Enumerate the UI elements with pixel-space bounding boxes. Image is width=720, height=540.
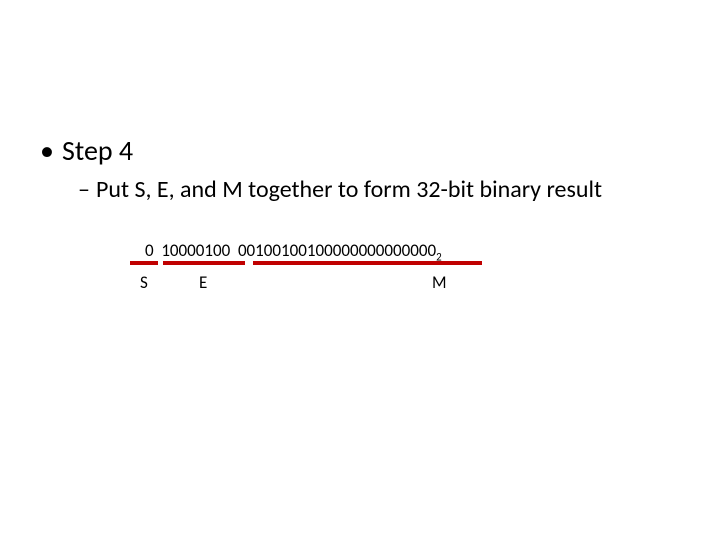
label-sign: S xyxy=(140,272,148,293)
underline-sign xyxy=(130,261,158,265)
lvl2-marker: – xyxy=(78,176,96,205)
binary-exponent: 10000100 xyxy=(161,240,230,261)
lvl1-marker: • xyxy=(40,133,62,168)
label-exponent: E xyxy=(199,272,207,293)
underline-mantissa xyxy=(253,261,482,265)
step4-bullet: •Step 4 xyxy=(40,133,133,168)
underline-exponent xyxy=(163,261,245,265)
lvl1-text: Step 4 xyxy=(62,133,133,168)
lvl2-text: Put S, E, and M together to form 32-bit … xyxy=(96,175,602,204)
step4-subbullet: –Put S, E, and M together to form 32-bit… xyxy=(78,176,678,205)
binary-sign: 0 xyxy=(145,240,154,261)
label-mantissa: M xyxy=(432,272,447,293)
binary-row: 0 10000100 001001001000000000000002 xyxy=(145,240,442,263)
binary-mantissa: 00100100100000000000000 xyxy=(238,240,436,261)
